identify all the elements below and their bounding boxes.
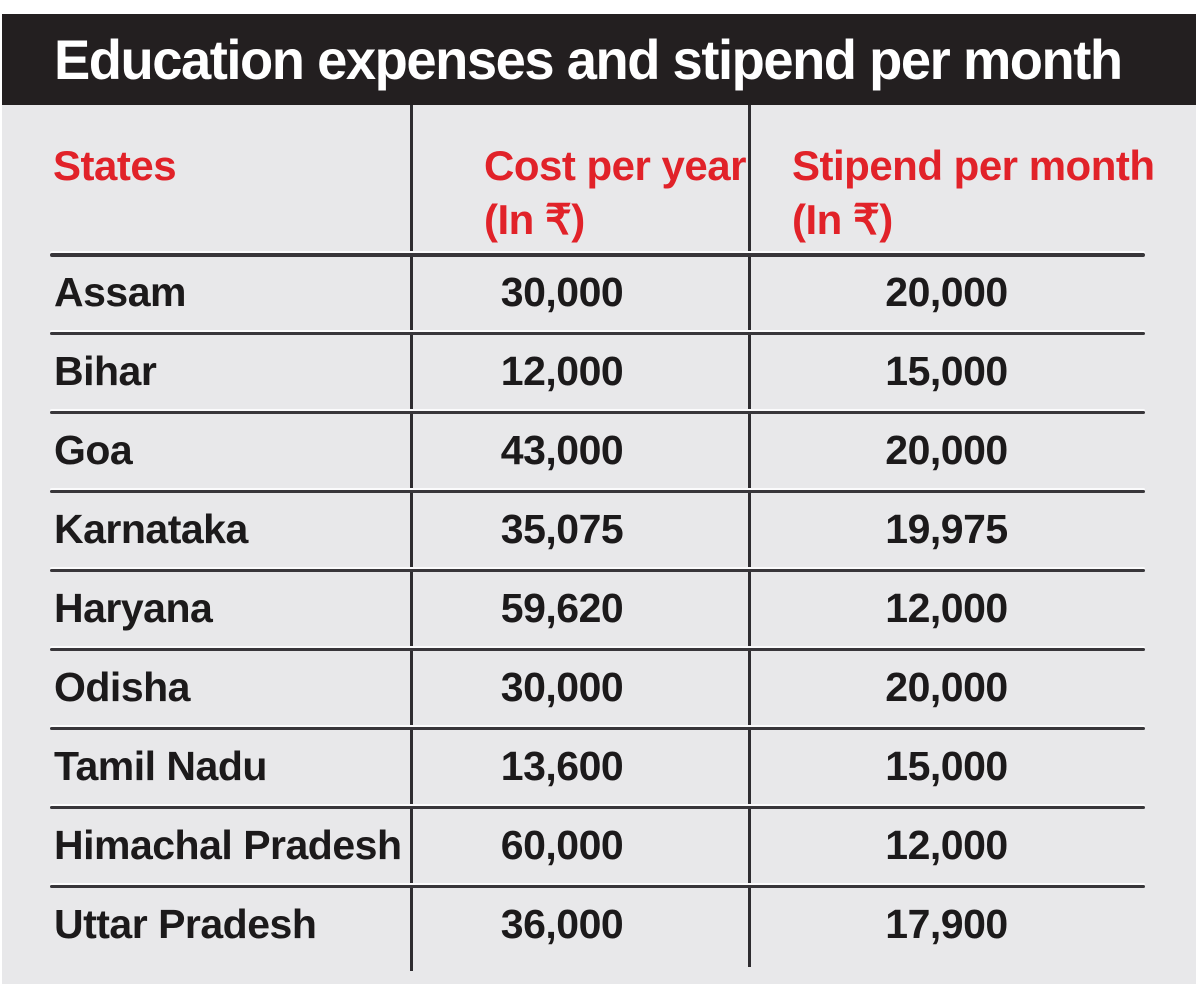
state-cell: Goa — [54, 427, 133, 473]
column-header-states: States — [2, 105, 412, 253]
column-header-label: States — [53, 142, 177, 189]
cost-per-year-cell: 43,000 — [500, 427, 624, 473]
cost-per-year-cell: 30,000 — [500, 664, 624, 710]
table-row: Assam 30,000 20,000 — [2, 253, 1196, 332]
column-header-sublabel: (In ₹) — [484, 195, 585, 243]
table-row: Bihar 12,000 15,000 — [2, 332, 1196, 411]
state-cell: Karnataka — [54, 506, 248, 552]
column-header-label: Cost per year — [484, 142, 746, 189]
title-bar: Education expenses and stipend per month — [2, 14, 1196, 105]
cost-per-year-cell: 60,000 — [500, 822, 624, 868]
stipend-per-month-cell: 12,000 — [885, 822, 1008, 868]
table-body: Assam 30,000 20,000 Bihar 12,000 15,000 … — [2, 253, 1196, 964]
stipend-per-month-cell: 15,000 — [885, 743, 1008, 789]
cost-per-year-cell: 59,620 — [500, 585, 624, 631]
table-row: Tamil Nadu 13,600 15,000 — [2, 727, 1196, 806]
table-header-row: States Cost per year (In ₹) Stipend per … — [2, 105, 1196, 253]
table: States Cost per year (In ₹) Stipend per … — [2, 105, 1196, 984]
column-divider-2 — [748, 105, 751, 967]
stipend-per-month-cell: 20,000 — [885, 664, 1008, 710]
cost-per-year-cell: 12,000 — [500, 348, 624, 394]
column-divider-1 — [410, 105, 413, 971]
state-cell: Uttar Pradesh — [54, 901, 317, 947]
state-cell: Haryana — [54, 585, 213, 631]
stipend-per-month-cell: 20,000 — [885, 269, 1008, 315]
stipend-per-month-cell: 19,975 — [885, 506, 1008, 552]
cost-per-year-cell: 36,000 — [500, 901, 624, 947]
column-header-stipend: Stipend per month (In ₹) — [750, 105, 1196, 253]
table-row: Goa 43,000 20,000 — [2, 411, 1196, 490]
cost-per-year-cell: 30,000 — [500, 269, 624, 315]
stipend-per-month-cell: 20,000 — [885, 427, 1008, 473]
stipend-per-month-cell: 15,000 — [885, 348, 1008, 394]
state-cell: Tamil Nadu — [54, 743, 267, 789]
cost-per-year-cell: 35,075 — [500, 506, 624, 552]
column-header-cost: Cost per year (In ₹) — [412, 105, 750, 253]
column-header-label: Stipend per month — [792, 142, 1155, 189]
state-cell: Assam — [54, 269, 186, 315]
table-row: Haryana 59,620 12,000 — [2, 569, 1196, 648]
table-row: Uttar Pradesh 36,000 17,900 — [2, 885, 1196, 964]
table-row: Himachal Pradesh 60,000 12,000 — [2, 806, 1196, 885]
page-title: Education expenses and stipend per month — [54, 28, 1123, 91]
state-cell: Bihar — [54, 348, 157, 394]
cost-per-year-cell: 13,600 — [500, 743, 624, 789]
state-cell: Himachal Pradesh — [54, 822, 402, 868]
table-row: Odisha 30,000 20,000 — [2, 648, 1196, 727]
stipend-per-month-cell: 12,000 — [885, 585, 1008, 631]
state-cell: Odisha — [54, 664, 190, 710]
stipend-per-month-cell: 17,900 — [885, 901, 1008, 947]
table-row: Karnataka 35,075 19,975 — [2, 490, 1196, 569]
column-header-sublabel: (In ₹) — [792, 195, 893, 243]
